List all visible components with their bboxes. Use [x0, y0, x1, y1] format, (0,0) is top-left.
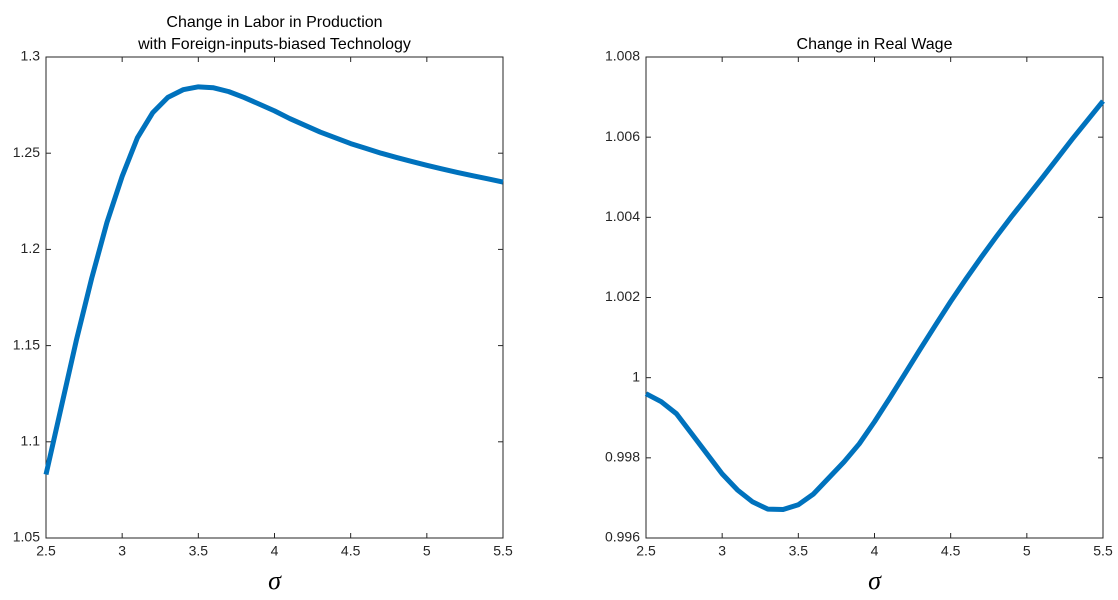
data-line	[43, 84, 504, 476]
chart-title: Change in Labor in Production	[166, 14, 382, 31]
x-tick-label: 3.5	[789, 543, 809, 559]
y-tick-label: 1.006	[605, 128, 640, 144]
y-tick-label: 0.996	[605, 529, 640, 545]
y-tick-label: 1.008	[605, 48, 640, 64]
x-tick-label: 3.5	[189, 543, 209, 559]
axes-box	[45, 56, 504, 539]
data-line	[644, 99, 1105, 513]
y-tick-label: 1.2	[21, 240, 41, 256]
x-tick-label: 4	[271, 543, 279, 559]
y-tick-label: 0.998	[605, 449, 640, 465]
x-tick-label: 3	[718, 543, 726, 559]
x-tick-label: 5	[423, 543, 431, 559]
x-tick-label: 4.5	[341, 543, 361, 559]
y-tick-label: 1.1	[21, 433, 41, 449]
axes-box	[645, 56, 1104, 539]
chart-title: Change in Real Wage	[797, 36, 953, 53]
y-tick-label: 1.004	[605, 208, 640, 224]
x-axis-label: σ	[268, 566, 282, 595]
chart-title: with Foreign-inputs-biased Technology	[137, 36, 411, 53]
y-tick-label: 1.05	[13, 529, 40, 545]
x-axis-label: σ	[868, 566, 882, 595]
y-tick-label: 1.15	[13, 336, 40, 352]
x-tick-label: 2.5	[636, 543, 656, 559]
x-tick-label: 2.5	[36, 543, 56, 559]
y-tick-label: 1.25	[13, 144, 40, 160]
x-tick-label: 4	[871, 543, 879, 559]
x-tick-label: 5.5	[493, 543, 513, 559]
x-tick-label: 5.5	[1093, 543, 1113, 559]
x-tick-label: 4.5	[941, 543, 961, 559]
y-tick-label: 1.002	[605, 288, 640, 304]
y-tick-label: 1	[632, 368, 640, 384]
x-tick-label: 3	[118, 543, 126, 559]
y-tick-label: 1.3	[21, 48, 41, 64]
x-tick-label: 5	[1023, 543, 1031, 559]
